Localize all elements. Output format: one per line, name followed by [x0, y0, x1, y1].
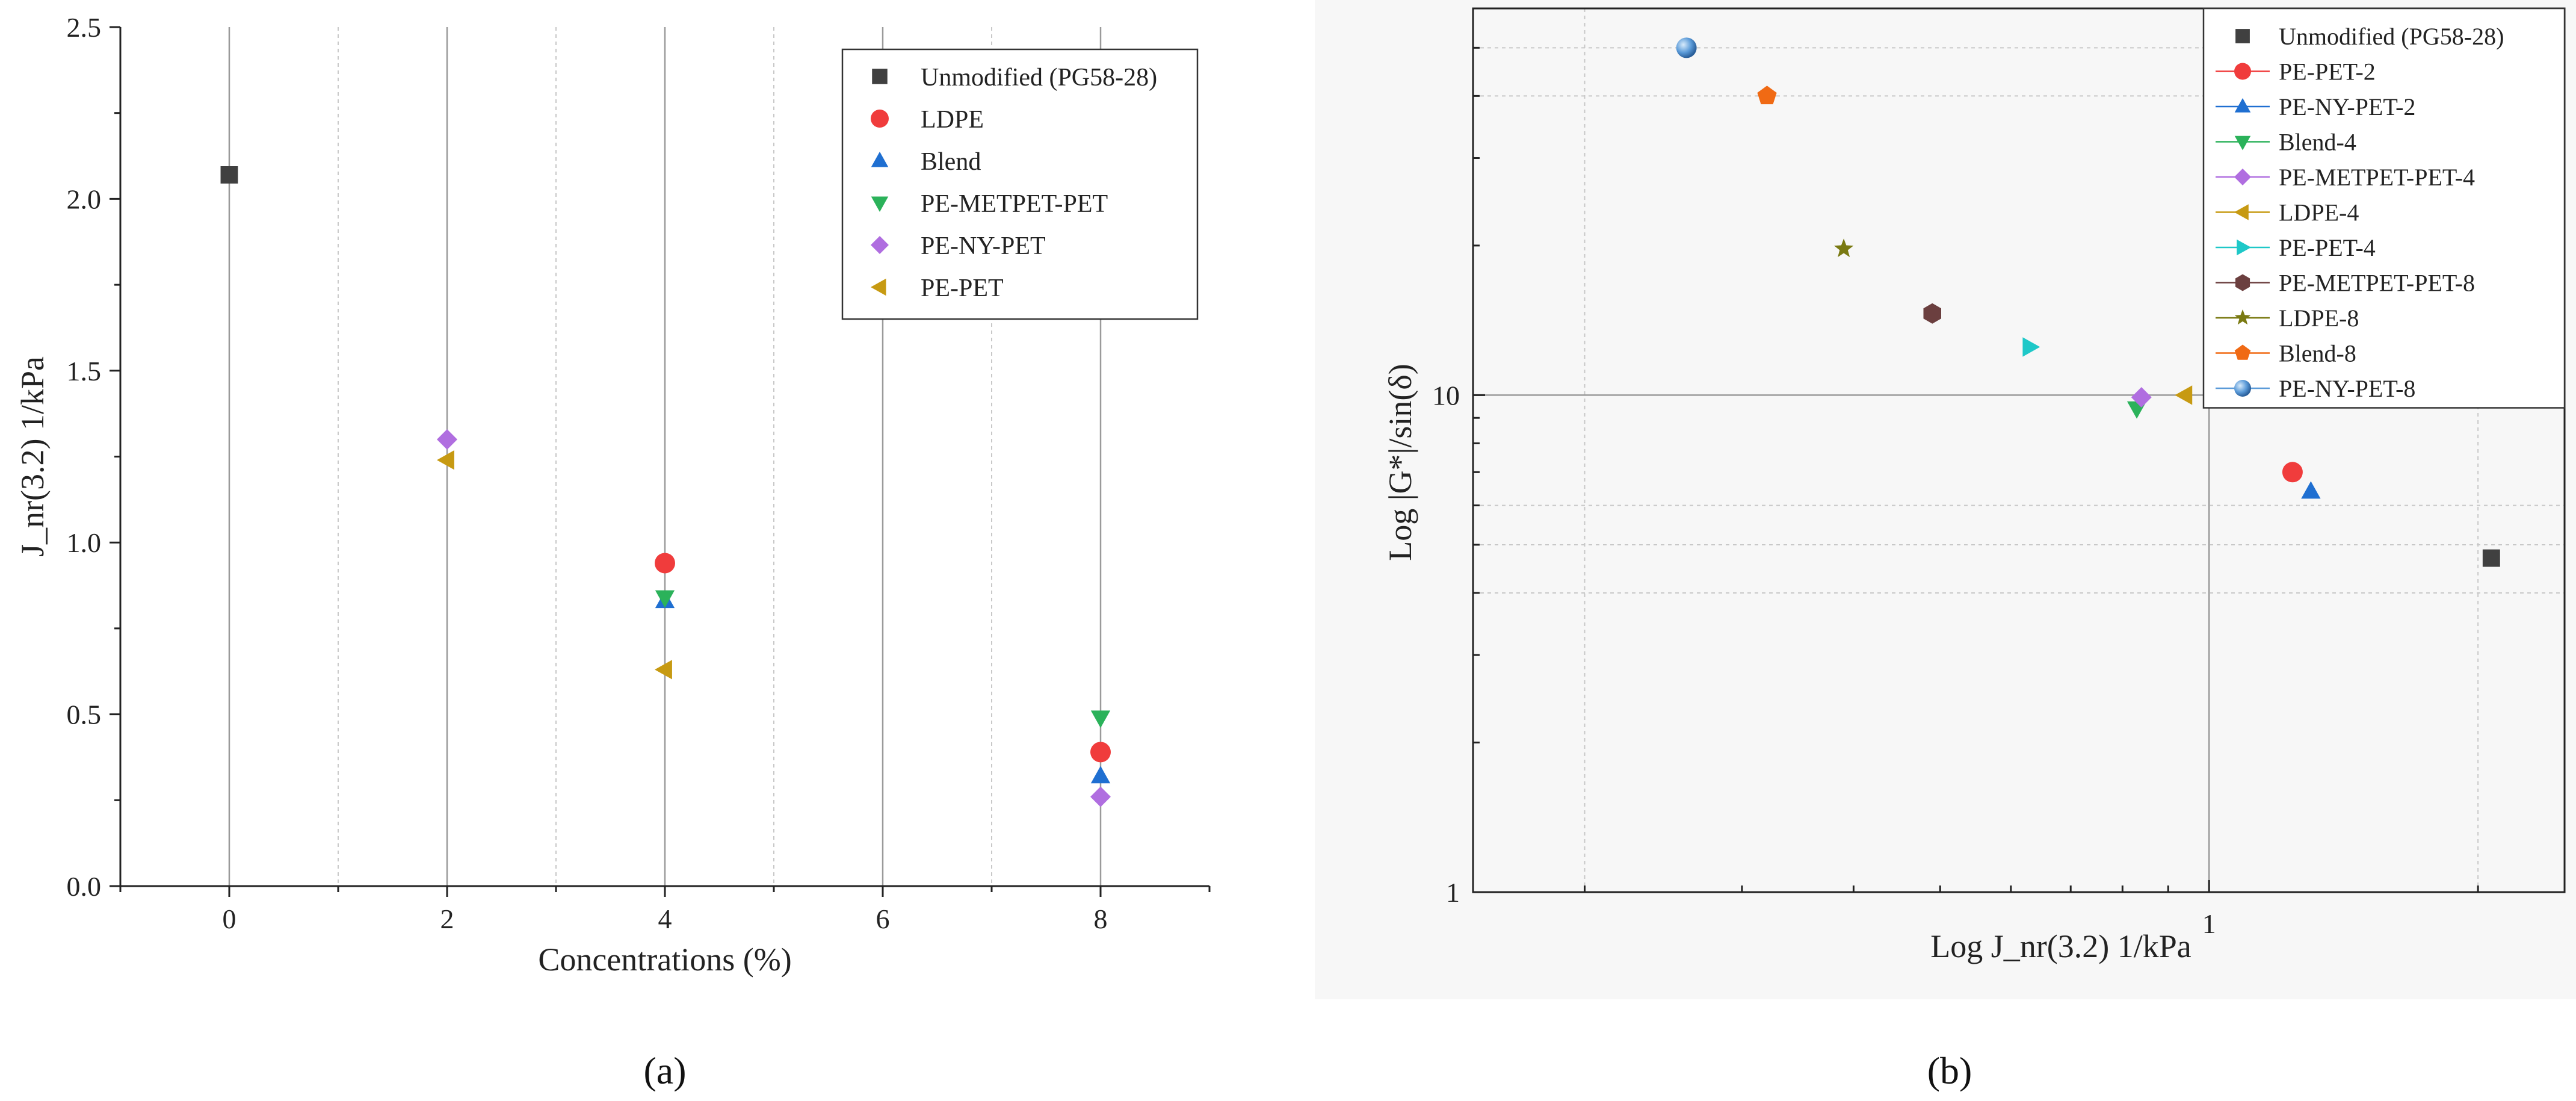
- legend-marker: [871, 152, 889, 167]
- legend-box: [2202, 7, 2566, 409]
- plot-frame: [1472, 7, 2566, 893]
- x-tick-label: 2: [440, 904, 454, 934]
- legend-label: LDPE-8: [2279, 305, 2359, 332]
- legend-label: PE-NY-PET-2: [2279, 93, 2415, 120]
- data-point: [220, 166, 238, 184]
- legend-marker: [2237, 239, 2251, 256]
- legend-label: LDPE-4: [2279, 199, 2359, 226]
- data-point: [437, 450, 454, 470]
- x-tick-label: 8: [1094, 904, 1108, 934]
- data-point: [2131, 387, 2152, 408]
- legend-label: PE-NY-PET-8: [2279, 375, 2415, 402]
- data-point: [1923, 303, 1941, 324]
- legend-marker: [2234, 63, 2251, 80]
- legend-marker: [871, 278, 886, 296]
- data-point: [655, 590, 675, 608]
- data-point: [1090, 786, 1111, 807]
- legend-label: PE-METPET-PET-4: [2279, 164, 2475, 191]
- data-point: [1090, 742, 1111, 763]
- panel-label-a: (a): [643, 1049, 686, 1092]
- y-tick-label: 2.0: [67, 184, 102, 214]
- legend-label: Blend-4: [2279, 129, 2356, 156]
- x-axis-title: Concentrations (%): [538, 941, 791, 978]
- panel-label-b: (b): [1927, 1049, 1972, 1092]
- legend-marker: [871, 196, 889, 212]
- legend-marker: [2234, 309, 2251, 325]
- y-axis-title: J_nr(3.2) 1/kPa: [14, 356, 51, 557]
- y-tick-label: 10: [1432, 380, 1460, 411]
- chart-a: 0 2 4 6 8 0.0 0.5 1.0 1.5 2.0 2.5 Concentrations (%…: [14, 12, 1211, 1092]
- legend-label: PE-PET-2: [2279, 58, 2376, 85]
- data-point: [2282, 462, 2303, 483]
- legend-box: [841, 48, 1199, 320]
- legend-marker: [871, 110, 889, 128]
- data-point: [655, 553, 675, 574]
- legend-label: Unmodified (PG58-28): [2279, 23, 2504, 50]
- x-tick-label: 4: [658, 904, 672, 934]
- legend-marker: [2234, 98, 2251, 113]
- y-tick-label: 1: [1446, 877, 1460, 908]
- legend-label: PE-PET: [921, 274, 1004, 302]
- chart-b: 1 1 10 Log J_nr(3.2) 1/kPa Log |G*|/sin(δ) Un…: [1382, 7, 2566, 1092]
- legend-marker: [871, 236, 889, 254]
- data-point: [1090, 710, 1111, 728]
- legend-marker: [2235, 274, 2250, 291]
- legend-label: PE-METPET-PET: [921, 190, 1108, 218]
- legend-marker: [2234, 204, 2249, 220]
- legend-label: Unmodified (PG58-28): [921, 64, 1157, 91]
- data-point: [2175, 385, 2193, 405]
- legend-marker: [872, 69, 888, 84]
- legend-marker: [2234, 380, 2251, 397]
- legend-label: LDPE: [921, 106, 984, 134]
- legend-label: PE-METPET-PET-8: [2279, 270, 2475, 297]
- data-point: [2301, 481, 2321, 499]
- data-point: [437, 429, 457, 450]
- y-tick-label: 0.5: [67, 699, 102, 730]
- data-point: [1833, 238, 1854, 258]
- x-axis-title: Log J_nr(3.2) 1/kPa: [1930, 928, 2191, 964]
- y-tick-label: 1.5: [67, 356, 102, 386]
- data-point: [1757, 85, 1777, 105]
- y-tick-label: 1.0: [67, 527, 102, 558]
- legend-label: PE-NY-PET: [921, 232, 1046, 260]
- data-point: [1676, 37, 1697, 58]
- data-point: [2022, 337, 2040, 357]
- data-point: [1090, 766, 1111, 784]
- legend-label: Blend-8: [2279, 340, 2356, 367]
- legend-marker: [2235, 29, 2250, 43]
- y-axis-title: Log |G*|/sin(δ): [1382, 364, 1418, 561]
- legend-label: Blend: [921, 148, 981, 176]
- x-tick-label: 0: [223, 904, 236, 934]
- legend-marker: [2234, 344, 2251, 360]
- x-tick-label: 6: [876, 904, 890, 934]
- legend-marker: [2234, 135, 2251, 150]
- data-point: [655, 660, 672, 680]
- x-tick-label: 1: [2202, 908, 2216, 939]
- legend-label: PE-PET-4: [2279, 234, 2376, 261]
- y-tick-label: 2.5: [67, 12, 102, 43]
- y-tick-label: 0.0: [67, 871, 102, 902]
- data-point: [2482, 549, 2500, 567]
- legend-marker: [2234, 169, 2251, 185]
